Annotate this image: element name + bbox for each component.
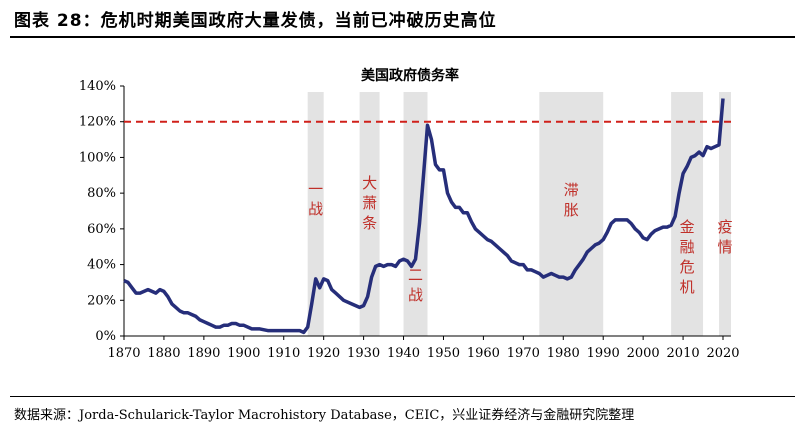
- y-tick-label: 0%: [95, 329, 116, 344]
- figure-title: 图表 28：危机时期美国政府大量发债，当前已冲破历史高位: [14, 11, 497, 31]
- x-tick-label: 1950: [427, 346, 460, 361]
- title-divider: [10, 36, 795, 38]
- y-tick-label: 100%: [79, 150, 116, 165]
- x-tick-label: 2000: [627, 346, 660, 361]
- x-tick-label: 1900: [227, 346, 260, 361]
- source-divider: [10, 396, 795, 397]
- x-tick-label: 1920: [307, 346, 340, 361]
- chart-title: 美国政府债务率: [361, 67, 459, 84]
- event-label: 金融危机: [680, 218, 695, 296]
- shaded-period-0: [307, 92, 324, 336]
- x-tick-label: 1980: [547, 346, 580, 361]
- shaded-periods: [307, 92, 731, 336]
- x-tick-label: 1930: [347, 346, 380, 361]
- event-label: 疫情: [718, 218, 733, 256]
- x-tick-label: 2010: [667, 346, 700, 361]
- x-tick-label: 1970: [507, 346, 540, 361]
- x-tick-labels: 1870 1880 1890 1900 1910 1920 1930 1940 1950 1960…: [107, 346, 739, 361]
- x-tick-label: 1940: [387, 346, 420, 361]
- data-source: 数据来源：Jorda-Schularick-Taylor Macrohistor…: [14, 408, 635, 423]
- event-label: 二战: [408, 266, 423, 304]
- shaded-period-5: [719, 92, 731, 336]
- y-tick-label: 40%: [87, 258, 116, 273]
- shaded-period-3: [539, 92, 604, 336]
- event-label: 大萧条: [362, 174, 377, 232]
- debt-ratio-chart: 美国政府债务率 0%20%40%60%80%100%120%140% 1870 1…: [79, 67, 740, 361]
- x-tick-label: 1870: [107, 346, 140, 361]
- x-tick-label: 2020: [706, 346, 739, 361]
- shaded-period-1: [359, 92, 380, 336]
- x-tick-label: 1880: [147, 346, 180, 361]
- x-tick-label: 1960: [467, 346, 500, 361]
- x-tick-label: 1910: [267, 346, 300, 361]
- axes: [120, 85, 731, 340]
- event-label: 一战: [308, 180, 323, 218]
- y-tick-labels: 0% 20% 40% 60% 80% 100% 120% 140%: [79, 79, 116, 344]
- y-tick-label: 80%: [87, 186, 116, 201]
- y-tick-label: 60%: [87, 222, 116, 237]
- x-tick-label: 1990: [587, 346, 620, 361]
- debt-ratio-line: [123, 98, 725, 335]
- shaded-period-2: [403, 92, 428, 336]
- event-label: 滞胀: [564, 181, 579, 219]
- x-tick-label: 1890: [187, 346, 220, 361]
- y-tick-label: 140%: [79, 79, 116, 94]
- y-tick-label: 120%: [79, 115, 116, 130]
- y-tick-label: 20%: [87, 293, 116, 308]
